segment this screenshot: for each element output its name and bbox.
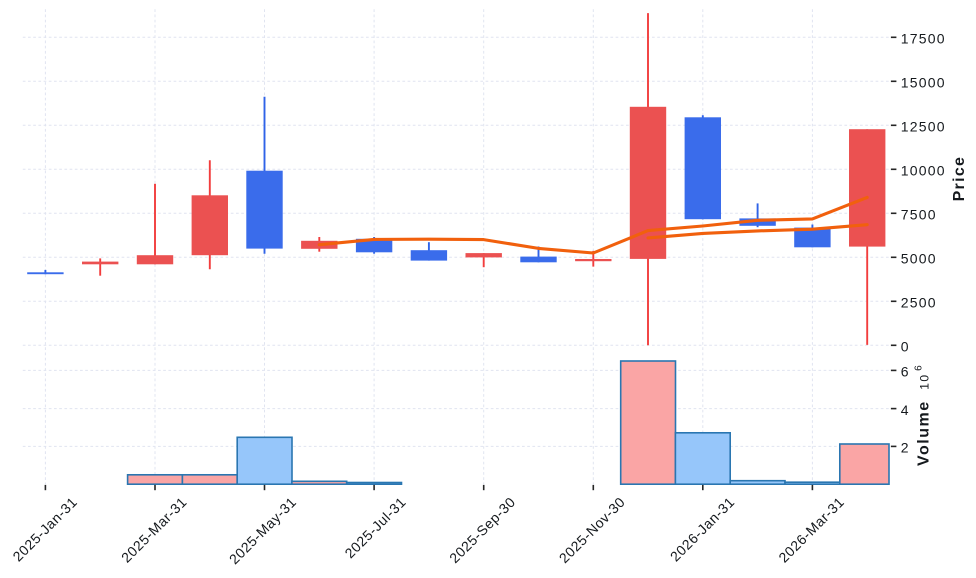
svg-text:5000: 5000 [901, 251, 937, 267]
svg-text:2500: 2500 [901, 295, 937, 311]
svg-text:2: 2 [901, 440, 910, 456]
svg-text:0: 0 [901, 339, 910, 355]
svg-text:17500: 17500 [901, 31, 946, 47]
svg-text:10000: 10000 [901, 163, 946, 179]
svg-text:15000: 15000 [901, 75, 946, 91]
svg-text:Price: Price [951, 156, 968, 202]
svg-text:6: 6 [901, 364, 910, 380]
svg-text:12500: 12500 [901, 119, 946, 135]
svg-text:Volume 106: Volume 106 [914, 364, 933, 466]
svg-text:4: 4 [901, 402, 910, 418]
svg-text:7500: 7500 [901, 207, 937, 223]
